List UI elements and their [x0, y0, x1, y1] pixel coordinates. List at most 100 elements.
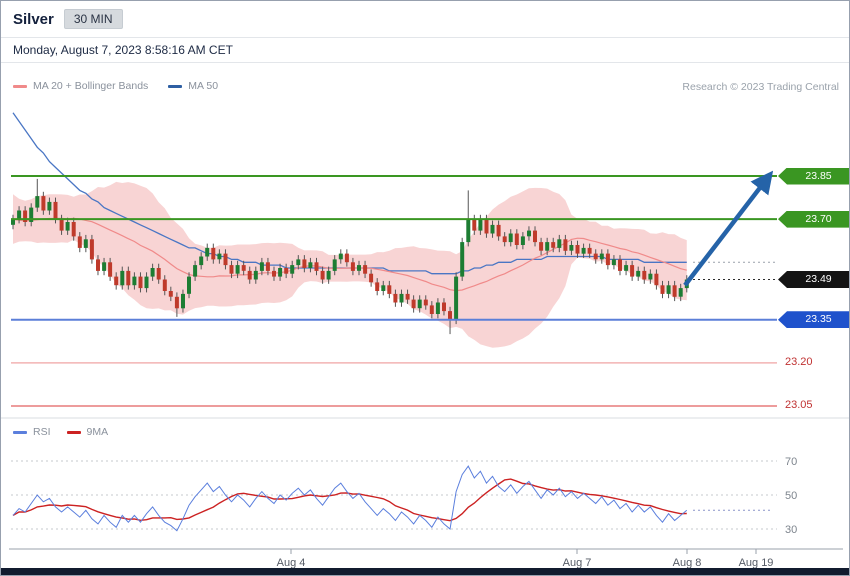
- candle-body: [593, 253, 598, 260]
- candle-body: [53, 201, 58, 220]
- ma50-swatch-icon: [168, 84, 183, 88]
- candle-body: [654, 273, 659, 286]
- candle-body: [108, 262, 113, 277]
- forecast-arrow: [683, 170, 774, 287]
- rsi-grid-label: 50: [785, 490, 797, 502]
- candle-body: [284, 268, 289, 274]
- candle-body: [235, 265, 240, 274]
- candle-body: [423, 299, 428, 306]
- bollinger-band: [13, 181, 687, 348]
- candle-body: [520, 236, 525, 245]
- candle-body: [587, 247, 592, 254]
- candle-body: [508, 233, 513, 243]
- candle-body: [429, 305, 434, 314]
- ma20-line: [12, 217, 687, 292]
- candle-body: [490, 224, 495, 234]
- ma20-swatch-icon: [13, 84, 27, 88]
- candle-body: [514, 233, 519, 245]
- candle-body: [259, 262, 264, 271]
- rsi-ma-swatch-icon: [66, 430, 81, 434]
- candle-body: [17, 210, 22, 220]
- candle-body: [375, 282, 380, 291]
- candle-body: [527, 230, 531, 237]
- candle-body: [96, 259, 100, 271]
- candle-body: [83, 239, 88, 248]
- x-axis-label: Aug 4: [277, 557, 306, 569]
- candle-body: [272, 270, 276, 277]
- candle-body: [545, 242, 550, 251]
- candle-body: [168, 291, 173, 297]
- main-chart-legend: MA 20 + Bollinger Bands MA 50: [13, 80, 218, 92]
- ma20-legend-label: MA 20 + Bollinger Bands: [33, 80, 149, 92]
- candle-body: [144, 276, 149, 289]
- candle-body: [411, 299, 416, 309]
- candle-body: [496, 224, 501, 237]
- datetime-text: Monday, August 7, 2023 8:58:16 AM CET: [13, 43, 233, 57]
- candle-body: [660, 285, 665, 294]
- candle-body: [156, 268, 161, 280]
- instrument-title: Silver: [13, 10, 54, 28]
- candle-body: [648, 273, 653, 280]
- candle-body: [114, 276, 119, 286]
- candle-body: [672, 285, 677, 297]
- candle-body: [29, 207, 34, 222]
- candle-body: [265, 262, 270, 271]
- candle-body: [636, 270, 641, 277]
- candle-body: [405, 293, 410, 300]
- candle-body: [71, 222, 76, 237]
- candle-body: [599, 253, 604, 260]
- candle-body: [211, 247, 216, 260]
- candle-body: [666, 285, 671, 294]
- candle-body: [314, 262, 319, 271]
- candle-body: [247, 270, 252, 280]
- candle-body: [344, 253, 349, 263]
- rsi-ma-line: [12, 478, 687, 522]
- candle-body: [162, 279, 167, 291]
- candle-body: [466, 219, 471, 243]
- candle-body: [150, 268, 155, 277]
- candle-body: [569, 245, 574, 251]
- candle-body: [102, 262, 107, 271]
- candle-body: [302, 259, 307, 268]
- candle-body: [611, 259, 616, 266]
- candle-body: [59, 219, 64, 231]
- candle-body: [35, 196, 40, 208]
- candle-body: [478, 219, 483, 231]
- candle-body: [77, 236, 82, 248]
- candle-body: [618, 259, 622, 271]
- candle-body: [199, 256, 204, 266]
- candle-body: [563, 239, 568, 251]
- candle-body: [484, 219, 489, 234]
- candle-body: [41, 196, 46, 211]
- rsi-legend-label: RSI: [33, 426, 51, 438]
- candle-body: [241, 265, 246, 271]
- candle-body: [187, 276, 191, 294]
- candle-body: [89, 239, 94, 260]
- candle-body: [678, 288, 683, 297]
- x-axis-label: Aug 19: [739, 557, 774, 569]
- rsi-legend: RSI 9MA: [13, 426, 108, 438]
- candle-body: [551, 242, 556, 248]
- candle-body: [387, 285, 392, 294]
- candle-body: [448, 311, 452, 320]
- header-bar: Silver 30 MIN: [1, 1, 849, 38]
- rsi-grid-label: 70: [785, 456, 797, 468]
- x-axis-label: Aug 7: [563, 557, 592, 569]
- candle-body: [338, 253, 343, 260]
- rsi-ma-legend-label: 9MA: [86, 426, 109, 438]
- candle-body: [399, 293, 404, 303]
- candle-body: [253, 270, 258, 280]
- candle-body: [442, 302, 446, 312]
- candle-body: [581, 247, 586, 254]
- candle-body: [290, 265, 295, 274]
- candle-body: [332, 259, 337, 271]
- candle-body: [624, 265, 629, 271]
- candle-body: [575, 245, 580, 254]
- candle-body: [223, 253, 228, 266]
- candle-body: [23, 210, 28, 222]
- candle-body: [326, 270, 331, 280]
- candle-body: [630, 265, 635, 277]
- candle-body: [642, 270, 647, 280]
- candle-body: [174, 296, 179, 309]
